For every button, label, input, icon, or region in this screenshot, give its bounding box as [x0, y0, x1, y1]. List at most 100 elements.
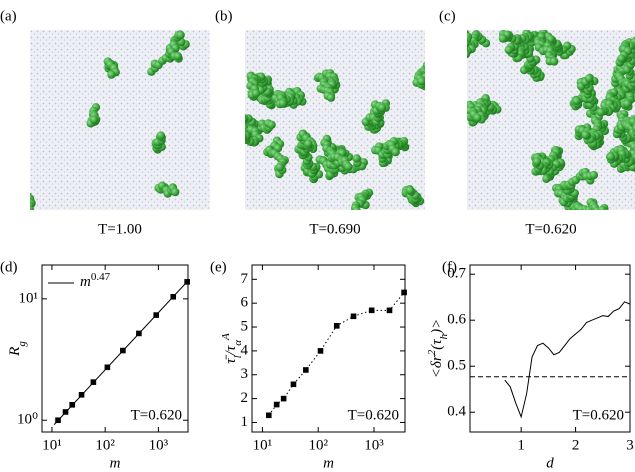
particle	[457, 26, 465, 34]
particle	[453, 25, 461, 33]
particle	[455, 36, 463, 44]
particle	[278, 99, 288, 108]
particle	[467, 39, 470, 48]
particle	[234, 114, 242, 122]
snapshot-background	[245, 30, 425, 210]
y-axis-label-part: )>	[429, 319, 445, 335]
particle	[245, 114, 249, 123]
panel-label: (d)	[0, 259, 18, 275]
data-point	[333, 323, 340, 329]
particle	[467, 34, 468, 38]
x-tick-label: 1	[517, 437, 525, 453]
snapshot-background	[30, 30, 210, 210]
particle	[456, 43, 464, 51]
particle	[429, 70, 437, 78]
data-point	[69, 402, 75, 408]
particle	[422, 61, 425, 70]
y-axis-label-part: l	[232, 355, 244, 358]
particle	[267, 120, 276, 129]
panel-label: (a)	[0, 8, 17, 24]
x-axis-label: m	[323, 455, 334, 471]
particle	[377, 103, 387, 112]
y-axis-label: <δr2(τh)>	[426, 319, 450, 378]
y-tick-label: 3	[241, 366, 249, 382]
particle	[235, 113, 243, 121]
particle	[446, 50, 454, 58]
panel-label: (e)	[210, 259, 227, 275]
legend-base: m	[80, 274, 91, 290]
data-point	[104, 364, 111, 371]
x-tick-label: 10³	[149, 437, 169, 453]
particle	[452, 38, 460, 46]
particle	[405, 186, 415, 195]
particle	[457, 54, 465, 62]
y-tick-label: 10⁰	[17, 412, 38, 428]
particle	[230, 131, 238, 139]
particle	[591, 227, 599, 235]
panel-label: (b)	[215, 8, 233, 24]
particle	[606, 152, 615, 161]
particle	[245, 133, 248, 141]
particle	[235, 124, 243, 132]
y-axis-label-part: (τ	[429, 339, 445, 350]
particle	[352, 206, 361, 210]
x-axis-label: m	[110, 455, 121, 471]
particle	[235, 129, 243, 137]
plot-frame	[41, 264, 189, 433]
annotation: T=0.620	[348, 407, 399, 423]
particle	[245, 114, 246, 118]
particle	[425, 62, 433, 70]
particle	[391, 147, 400, 157]
particle	[589, 170, 599, 180]
particle	[467, 30, 468, 36]
y-tick-label: 0.6	[447, 312, 466, 328]
data-point	[386, 307, 393, 314]
particle	[604, 225, 612, 233]
particle	[456, 34, 464, 42]
particle	[604, 220, 612, 228]
plot-frame	[469, 264, 631, 433]
data-point	[170, 293, 177, 300]
particle	[245, 129, 246, 135]
particle	[532, 157, 542, 166]
particle	[582, 210, 590, 218]
particle	[425, 76, 433, 84]
x-tick-label: 10¹	[42, 437, 62, 453]
y-axis-label-part: A	[220, 333, 232, 341]
particle	[458, 36, 466, 44]
data-point	[401, 289, 407, 296]
y-axis-label: τ̄l/ταA	[220, 333, 244, 364]
x-tick-label: 10¹	[253, 437, 273, 453]
data-point	[184, 279, 190, 285]
data-point	[290, 381, 297, 388]
particle	[233, 131, 241, 139]
particle	[449, 52, 457, 60]
particle	[245, 129, 246, 135]
data-point	[153, 312, 160, 318]
particle	[430, 63, 438, 71]
data-point	[280, 395, 287, 402]
particle	[428, 69, 436, 77]
particle	[447, 55, 455, 63]
data-point	[90, 379, 97, 385]
y-tick-label: 1	[241, 414, 249, 430]
data-point	[265, 412, 272, 419]
particle	[601, 224, 609, 232]
y-tick-label: 5	[241, 318, 249, 334]
particle	[451, 47, 459, 55]
y-axis-label-part: h	[438, 333, 450, 339]
particle	[596, 107, 606, 117]
particle	[89, 115, 99, 124]
particle	[588, 231, 596, 239]
legend-label: m0.47	[80, 271, 111, 291]
y-tick-label: 0.5	[447, 358, 466, 374]
particle	[581, 130, 590, 140]
particle	[604, 209, 609, 210]
particle	[235, 126, 243, 134]
data-point	[55, 417, 61, 424]
plot-frame	[251, 264, 406, 433]
snapshot	[30, 30, 190, 210]
particle	[504, 45, 513, 55]
y-axis-label-part: R	[7, 347, 23, 357]
